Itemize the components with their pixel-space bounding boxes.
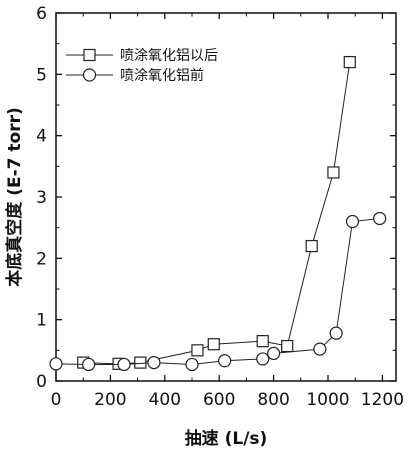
data-point [327,166,340,179]
x-tick-label: 400 [149,390,181,410]
series-square [77,55,356,370]
data-point [207,338,220,351]
x-tick-label: 800 [257,390,289,410]
legend-marker [83,48,96,62]
x-tick-label: 0 [51,390,62,410]
y-axis-title: 本底真空度 (E-7 torr) [4,107,25,286]
data-point [147,356,161,370]
y-tick-label: 6 [36,4,47,24]
data-point [82,357,96,372]
data-point [191,344,204,357]
legend-entry: 喷涂氧化铝前 [66,67,204,84]
x-tick-label: 200 [94,390,126,410]
plot-frame [55,12,397,382]
data-point [256,335,269,348]
data-point [343,55,356,69]
data-point [49,357,63,371]
data-point [218,354,232,368]
data-point [267,346,281,360]
series-circle [49,211,387,372]
y-tick-label: 2 [36,249,47,269]
data-point [329,326,343,340]
data-point [373,211,387,226]
series-line [83,61,351,365]
data-point [313,342,327,356]
data-point [256,352,270,366]
data-point [117,357,131,372]
data-point [134,356,147,369]
x-tick-label: 1200 [361,390,404,410]
data-point [281,339,294,353]
legend-label: 喷涂氧化铝以后 [120,48,218,64]
data-point [185,357,199,372]
legend-label: 喷涂氧化铝前 [120,67,204,84]
y-tick-label: 3 [36,188,47,208]
x-tick-label: 1000 [306,390,349,410]
x-tick-label: 600 [203,390,235,410]
y-tick-label: 5 [36,65,47,85]
axes: 0 200 400 600 800 1000 1200 0 1 2 3 4 5 6 抽速 (L/s) 本底真空… [4,4,404,449]
legend-entry: 喷涂氧化铝以后 [66,48,218,64]
data-point [345,214,360,229]
y-tick-label: 0 [36,372,47,392]
y-tick-label: 1 [36,311,47,331]
y-tick-label: 4 [36,127,47,147]
series-group [49,55,387,372]
data-point [305,239,318,253]
x-axis-title: 抽速 (L/s) [185,428,268,449]
legend-marker [82,68,97,82]
